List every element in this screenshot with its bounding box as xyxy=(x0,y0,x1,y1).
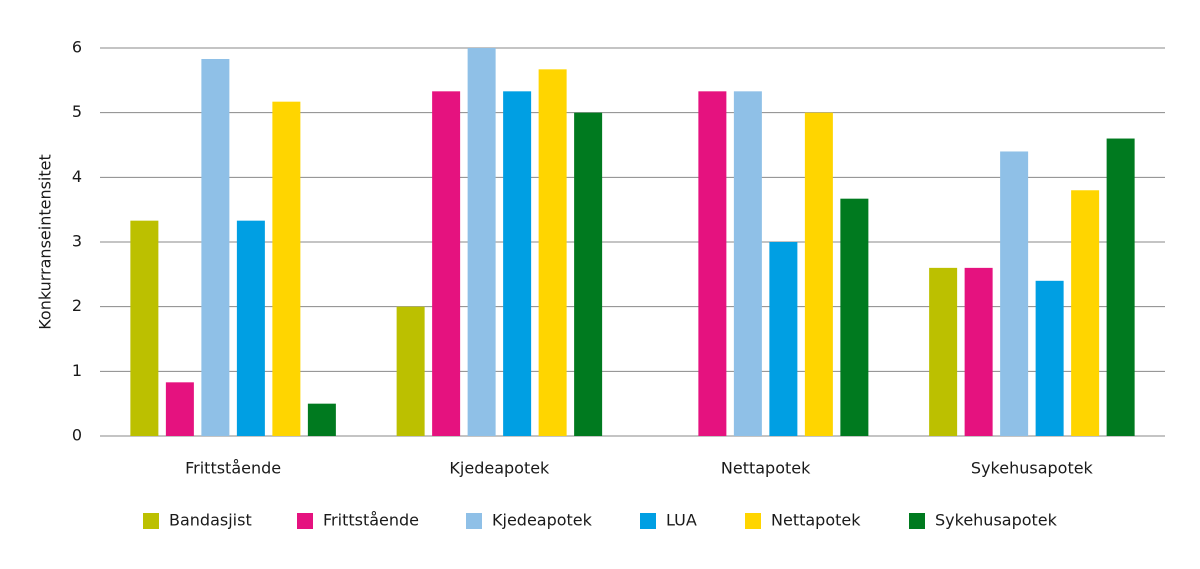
bar xyxy=(929,267,958,436)
bar xyxy=(130,220,159,436)
bar xyxy=(733,91,762,437)
bar xyxy=(964,267,993,436)
legend-label: Kjedeapotek xyxy=(492,511,593,530)
x-tick-label: Frittstående xyxy=(185,459,281,478)
y-tick-label: 4 xyxy=(72,167,82,186)
y-tick-label: 2 xyxy=(72,296,82,315)
y-tick-label: 3 xyxy=(72,232,82,251)
legend-label: LUA xyxy=(666,511,697,530)
bar xyxy=(467,48,496,436)
bar xyxy=(165,382,194,436)
legend-swatch xyxy=(143,513,159,529)
bar xyxy=(201,58,230,436)
legend-swatch xyxy=(466,513,482,529)
bar xyxy=(307,403,336,436)
bar xyxy=(1035,280,1064,436)
y-tick-label: 5 xyxy=(72,102,82,121)
legend-label: Nettapotek xyxy=(771,511,861,530)
legend-swatch xyxy=(745,513,761,529)
y-tick-label: 6 xyxy=(72,38,82,57)
x-tick-label: Sykehusapotek xyxy=(971,459,1094,478)
bar xyxy=(396,306,425,436)
bar xyxy=(1071,190,1100,436)
bar xyxy=(698,91,727,437)
legend-label: Frittstående xyxy=(323,511,419,530)
bar xyxy=(574,112,603,437)
y-tick-label: 0 xyxy=(72,426,82,445)
bar xyxy=(503,91,532,437)
x-tick-label: Kjedeapotek xyxy=(449,459,550,478)
bar xyxy=(538,69,567,436)
bar xyxy=(769,242,798,436)
x-tick-label: Nettapotek xyxy=(721,459,811,478)
bar xyxy=(804,112,833,437)
bar xyxy=(840,198,869,436)
legend-swatch xyxy=(640,513,656,529)
bar xyxy=(236,220,265,436)
legend-label: Sykehusapotek xyxy=(935,511,1058,530)
y-axis-label: Konkurranseintensitet xyxy=(36,154,55,330)
legend-swatch xyxy=(909,513,925,529)
bar xyxy=(432,91,461,437)
legend-label: Bandasjist xyxy=(169,511,252,530)
bar xyxy=(1106,138,1135,437)
y-tick-label: 1 xyxy=(72,361,82,380)
bar xyxy=(1000,151,1029,436)
legend-swatch xyxy=(297,513,313,529)
bar xyxy=(272,101,301,436)
